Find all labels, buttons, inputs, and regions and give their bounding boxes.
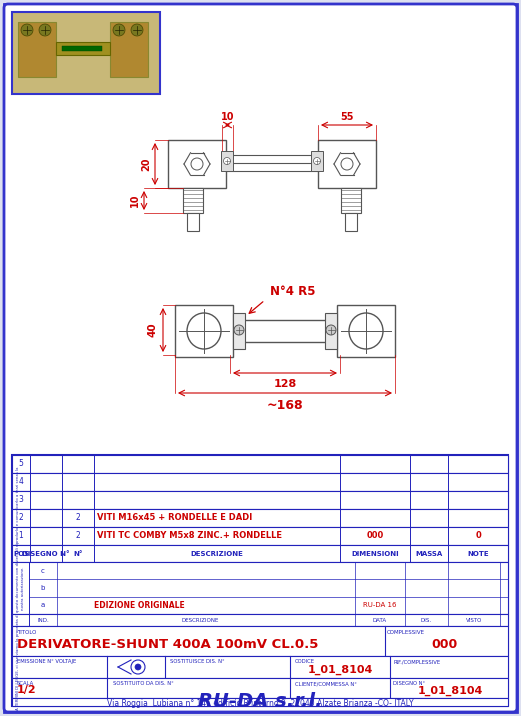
Text: EDIZIONE ORIGINALE: EDIZIONE ORIGINALE [94,601,185,610]
Text: 10: 10 [130,194,140,207]
Bar [12,509,508,527]
Text: N°4 R5: N°4 R5 [270,285,316,298]
Text: MASSA: MASSA [415,551,443,556]
Text: 1: 1 [19,531,23,541]
Text: b: b [41,585,45,591]
Bar [345,213,357,231]
Bar [325,313,337,349]
Text: IND.: IND. [37,617,49,622]
Bar [110,22,148,77]
Text: NOTE: NOTE [467,551,489,556]
Circle shape [21,24,33,36]
Circle shape [191,158,203,170]
Text: a: a [41,602,45,609]
Ellipse shape [187,313,221,349]
Bar [12,678,508,698]
Text: 20: 20 [141,158,151,170]
Text: 2: 2 [76,531,80,541]
Text: 000: 000 [366,531,383,541]
Text: 3: 3 [19,495,23,505]
Circle shape [131,660,145,674]
Text: VITI TC COMBY M5x8 ZINC.+ RONDELLE: VITI TC COMBY M5x8 ZINC.+ RONDELLE [97,531,282,541]
Circle shape [131,24,143,36]
Bar [183,188,203,213]
Bar [12,527,508,545]
Circle shape [341,158,353,170]
Text: 1_01_8104: 1_01_8104 [307,664,373,674]
Bar [12,455,508,473]
Text: 1_01_8104: 1_01_8104 [417,685,482,695]
Text: SOSTITUITO DA DIS. N°: SOSTITUITO DA DIS. N° [113,681,173,686]
Text: COMPLESSIVE: COMPLESSIVE [387,630,425,635]
Text: RU-DA 16: RU-DA 16 [363,602,397,609]
Bar [12,455,508,706]
Bar [12,614,508,626]
Bar [12,562,508,614]
Bar [12,698,508,706]
Text: 5: 5 [19,460,23,468]
Bar [12,12,160,94]
Circle shape [113,24,125,36]
Bar [12,473,508,491]
Text: EMISSIONE N° VOLTAJE: EMISSIONE N° VOLTAJE [17,659,76,664]
Text: DESCRIZIONE: DESCRIZIONE [191,551,243,556]
Bar [12,545,508,562]
Bar [12,491,508,509]
Bar [221,151,233,171]
Bar [175,305,233,357]
Text: 2: 2 [76,513,80,523]
Bar [311,151,323,171]
Text: ~168: ~168 [267,399,303,412]
Bar [168,140,226,188]
Bar [12,626,508,656]
Text: 128: 128 [274,379,296,389]
Text: 10: 10 [221,112,234,122]
Text: c: c [41,568,45,574]
Bar [341,188,361,213]
Text: DESCRIZIONE: DESCRIZIONE [181,617,219,622]
Text: TITOLO: TITOLO [17,630,36,635]
Text: DIS.: DIS. [420,617,431,622]
Circle shape [326,325,336,335]
Text: A TERMINI DI LEGGE, ci riserviamo la proprieta di questo documento con divieto d: A TERMINI DI LEGGE, ci riserviamo la pro… [16,466,25,710]
Text: 1/2: 1/2 [17,685,36,695]
Bar [56,42,110,55]
Bar [337,305,395,357]
Text: 000: 000 [432,638,458,651]
Text: RIF./COMPLESSIVE: RIF./COMPLESSIVE [393,659,440,664]
Text: 2: 2 [19,513,23,523]
Circle shape [234,325,244,335]
FancyBboxPatch shape [4,4,517,712]
Bar [18,22,56,77]
Text: RU-DA s.r.l.: RU-DA s.r.l. [198,692,322,710]
Circle shape [314,158,320,165]
Text: CODICE: CODICE [295,659,315,664]
Bar [12,656,508,678]
Text: DIMENSIONI: DIMENSIONI [351,551,399,556]
Text: POS: POS [13,551,29,556]
Text: 0: 0 [475,531,481,541]
Circle shape [224,158,230,165]
Bar [233,313,245,349]
Text: 40: 40 [148,323,158,337]
Text: VISTO: VISTO [466,617,482,622]
Text: DATA: DATA [373,617,387,622]
Bar [187,213,199,231]
Circle shape [135,664,141,670]
Text: DERIVATORE-SHUNT 400A 100mV CL.0.5: DERIVATORE-SHUNT 400A 100mV CL.0.5 [17,638,318,651]
Text: VITI M16x45 + RONDELLE E DADI: VITI M16x45 + RONDELLE E DADI [97,513,252,523]
Circle shape [39,24,51,36]
Text: CLIENTE/COMMESSA N°: CLIENTE/COMMESSA N° [295,681,357,686]
Bar [62,46,102,51]
Text: SCALA: SCALA [17,681,34,686]
Text: 55: 55 [340,112,354,122]
Ellipse shape [349,313,383,349]
Text: DISEGNO N°: DISEGNO N° [393,681,425,686]
Text: N°: N° [73,551,83,556]
Text: SOSTITUISCE DIS. N°: SOSTITUISCE DIS. N° [170,659,225,664]
Text: Via Roggia  Lubiana n° 141 edificio B interno 9  22040 Alzate Brianza -CO- ITALY: Via Roggia Lubiana n° 141 edificio B int… [107,700,413,709]
Text: 4: 4 [19,478,23,486]
Text: DISEGNO N°: DISEGNO N° [22,551,70,556]
Bar [318,140,376,188]
